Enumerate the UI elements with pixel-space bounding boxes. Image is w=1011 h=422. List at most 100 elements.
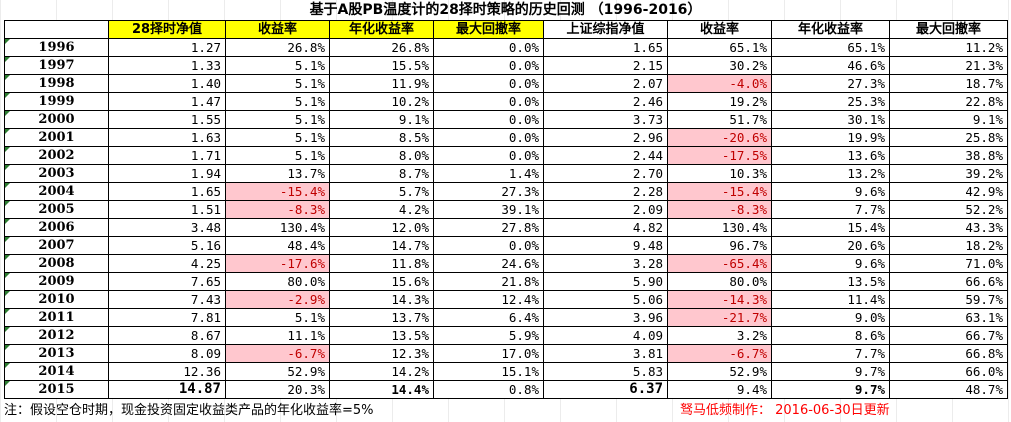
- cell-year: 2015: [4, 380, 109, 399]
- cell-index-annualized: 25.3%: [771, 92, 890, 111]
- backtest-table: 28择时净值 收益率 年化收益率 最大回撤率 上证综指净值 收益率 年化收益率 …: [4, 20, 1008, 399]
- cell-year: 2007: [4, 236, 109, 255]
- cell-strategy-nav: 1.94: [108, 164, 226, 183]
- cell-strategy-return: -2.9%: [225, 290, 330, 309]
- cell-index-annualized: 7.7%: [771, 200, 890, 219]
- cell-index-drawdown: 38.8%: [889, 146, 1008, 165]
- cell-year: 2009: [4, 272, 109, 291]
- cell-year: 2000: [4, 110, 109, 129]
- cell-strategy-nav: 1.51: [108, 200, 226, 219]
- cell-index-annualized: 9.7%: [771, 380, 890, 399]
- cell-index-nav: 9.48: [543, 236, 668, 255]
- table-row: 1996 1.27 26.8% 26.8% 0.0% 1.65 65.1% 65.1% 11.2…: [4, 38, 1008, 57]
- cell-year: 2003: [4, 164, 109, 183]
- cell-index-drawdown: 59.7%: [889, 290, 1008, 309]
- cell-strategy-annualized: 14.4%: [329, 380, 434, 399]
- cell-strategy-drawdown: 0.0%: [433, 110, 544, 129]
- cell-strategy-return: 48.4%: [225, 236, 330, 255]
- cell-index-annualized: 65.1%: [771, 38, 890, 57]
- cell-index-return: 9.4%: [667, 380, 772, 399]
- cell-strategy-return: 5.1%: [225, 92, 330, 111]
- cell-index-return: -4.0%: [667, 74, 772, 93]
- cell-year: 2001: [4, 128, 109, 147]
- cell-year: 2002: [4, 146, 109, 165]
- cell-index-annualized: 9.6%: [771, 254, 890, 273]
- cell-index-annualized: 19.9%: [771, 128, 890, 147]
- cell-index-annualized: 27.3%: [771, 74, 890, 93]
- cell-index-return: -21.7%: [667, 308, 772, 327]
- cell-index-return: 51.7%: [667, 110, 772, 129]
- cell-index-drawdown: 11.2%: [889, 38, 1008, 57]
- table-row: 1999 1.47 5.1% 10.2% 0.0% 2.46 19.2% 25.3% 22.8%: [4, 92, 1008, 111]
- cell-strategy-drawdown: 1.4%: [433, 164, 544, 183]
- cell-strategy-drawdown: 17.0%: [433, 344, 544, 363]
- cell-strategy-annualized: 8.7%: [329, 164, 434, 183]
- cell-index-annualized: 20.6%: [771, 236, 890, 255]
- cell-year: 2006: [4, 218, 109, 237]
- cell-index-annualized: 13.2%: [771, 164, 890, 183]
- cell-index-drawdown: 42.9%: [889, 182, 1008, 201]
- cell-index-drawdown: 66.8%: [889, 344, 1008, 363]
- cell-index-return: 96.7%: [667, 236, 772, 255]
- cell-strategy-return: 5.1%: [225, 110, 330, 129]
- cell-index-nav: 2.70: [543, 164, 668, 183]
- cell-year: 1997: [4, 56, 109, 75]
- cell-strategy-annualized: 12.3%: [329, 344, 434, 363]
- table-row: 2006 3.48 130.4% 12.0% 27.8% 4.82 130.4% 15.4% 4…: [4, 218, 1008, 237]
- cell-index-nav: 2.15: [543, 56, 668, 75]
- table-row: 1998 1.40 5.1% 11.9% 0.0% 2.07 -4.0% 27.3% 18.7%: [4, 74, 1008, 93]
- table-row: 2010 7.43 -2.9% 14.3% 12.4% 5.06 -14.3% 11.4% 59…: [4, 290, 1008, 309]
- cell-strategy-nav: 1.65: [108, 182, 226, 201]
- cell-strategy-return: -8.3%: [225, 200, 330, 219]
- cell-strategy-nav: 7.81: [108, 308, 226, 327]
- cell-index-drawdown: 43.3%: [889, 218, 1008, 237]
- cell-strategy-drawdown: 0.0%: [433, 236, 544, 255]
- cell-index-return: 10.3%: [667, 164, 772, 183]
- cell-index-annualized: 13.5%: [771, 272, 890, 291]
- header-index-annualized: 年化收益率: [771, 20, 890, 39]
- cell-index-drawdown: 66.6%: [889, 272, 1008, 291]
- cell-index-drawdown: 63.1%: [889, 308, 1008, 327]
- cell-index-drawdown: 25.8%: [889, 128, 1008, 147]
- cell-index-drawdown: 39.2%: [889, 164, 1008, 183]
- table-body: 1996 1.27 26.8% 26.8% 0.0% 1.65 65.1% 65.1% 11.2…: [4, 38, 1008, 399]
- cell-strategy-nav: 1.63: [108, 128, 226, 147]
- cell-strategy-nav: 7.43: [108, 290, 226, 309]
- cell-strategy-return: 80.0%: [225, 272, 330, 291]
- cell-strategy-nav: 14.87: [108, 380, 226, 399]
- header-strategy-annualized: 年化收益率: [329, 20, 434, 39]
- cell-strategy-return: 130.4%: [225, 218, 330, 237]
- cell-strategy-drawdown: 0.8%: [433, 380, 544, 399]
- cell-strategy-nav: 1.47: [108, 92, 226, 111]
- cell-index-nav: 5.83: [543, 362, 668, 381]
- cell-index-annualized: 7.7%: [771, 344, 890, 363]
- cell-strategy-nav: 12.36: [108, 362, 226, 381]
- cell-strategy-return: 11.1%: [225, 326, 330, 345]
- cell-index-annualized: 9.7%: [771, 362, 890, 381]
- cell-year: 2011: [4, 308, 109, 327]
- cell-strategy-annualized: 14.3%: [329, 290, 434, 309]
- cell-strategy-annualized: 11.8%: [329, 254, 434, 273]
- cell-strategy-drawdown: 27.3%: [433, 182, 544, 201]
- cell-strategy-return: 5.1%: [225, 146, 330, 165]
- cell-index-nav: 5.90: [543, 272, 668, 291]
- cell-index-return: 65.1%: [667, 38, 772, 57]
- cell-index-nav: 3.73: [543, 110, 668, 129]
- cell-strategy-drawdown: 24.6%: [433, 254, 544, 273]
- cell-strategy-drawdown: 0.0%: [433, 92, 544, 111]
- cell-strategy-annualized: 11.9%: [329, 74, 434, 93]
- cell-strategy-nav: 4.25: [108, 254, 226, 273]
- cell-strategy-nav: 1.27: [108, 38, 226, 57]
- header-blank: [4, 20, 109, 39]
- cell-index-drawdown: 66.7%: [889, 326, 1008, 345]
- cell-index-nav: 3.81: [543, 344, 668, 363]
- cell-strategy-annualized: 13.5%: [329, 326, 434, 345]
- cell-year: 2004: [4, 182, 109, 201]
- cell-index-nav: 4.09: [543, 326, 668, 345]
- cell-index-annualized: 46.6%: [771, 56, 890, 75]
- cell-strategy-annualized: 9.1%: [329, 110, 434, 129]
- cell-index-drawdown: 71.0%: [889, 254, 1008, 273]
- cell-index-return: -14.3%: [667, 290, 772, 309]
- cell-index-drawdown: 9.1%: [889, 110, 1008, 129]
- cell-index-nav: 2.46: [543, 92, 668, 111]
